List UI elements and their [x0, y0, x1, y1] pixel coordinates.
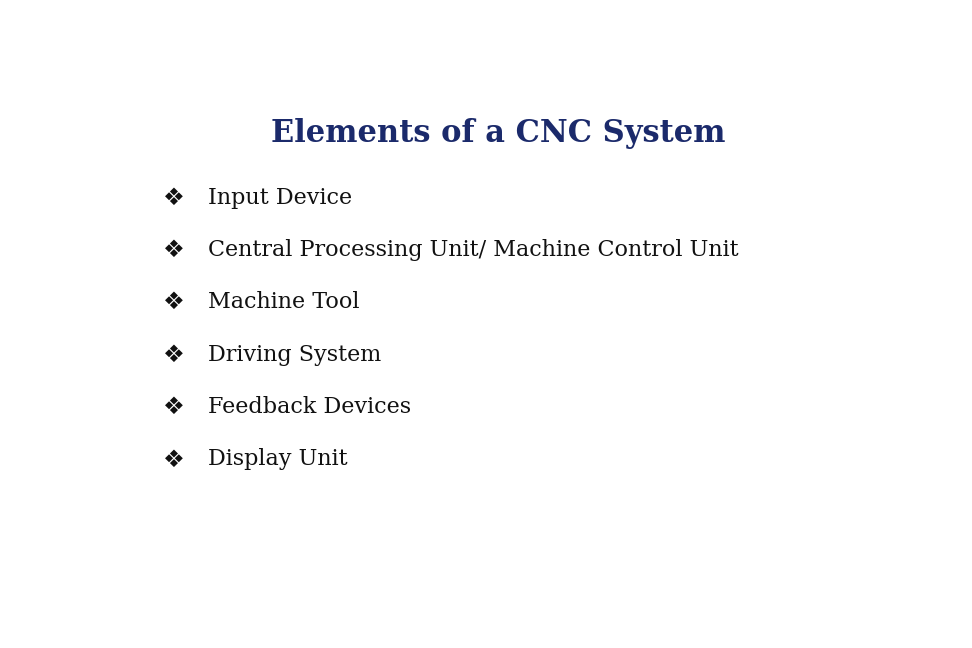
Text: Machine Tool: Machine Tool	[208, 292, 360, 313]
Text: Display Unit: Display Unit	[208, 448, 348, 470]
Text: ❖: ❖	[163, 448, 186, 472]
Text: Central Processing Unit/ Machine Control Unit: Central Processing Unit/ Machine Control…	[208, 239, 739, 261]
Text: ❖: ❖	[163, 343, 186, 367]
Text: ❖: ❖	[163, 238, 186, 262]
Text: Driving System: Driving System	[208, 343, 381, 365]
Text: Feedback Devices: Feedback Devices	[208, 396, 411, 418]
Text: Input Device: Input Device	[208, 187, 352, 209]
Text: ❖: ❖	[163, 395, 186, 419]
Text: ❖: ❖	[163, 290, 186, 314]
Text: ❖: ❖	[163, 185, 186, 209]
Text: Elements of a CNC System: Elements of a CNC System	[271, 118, 725, 148]
